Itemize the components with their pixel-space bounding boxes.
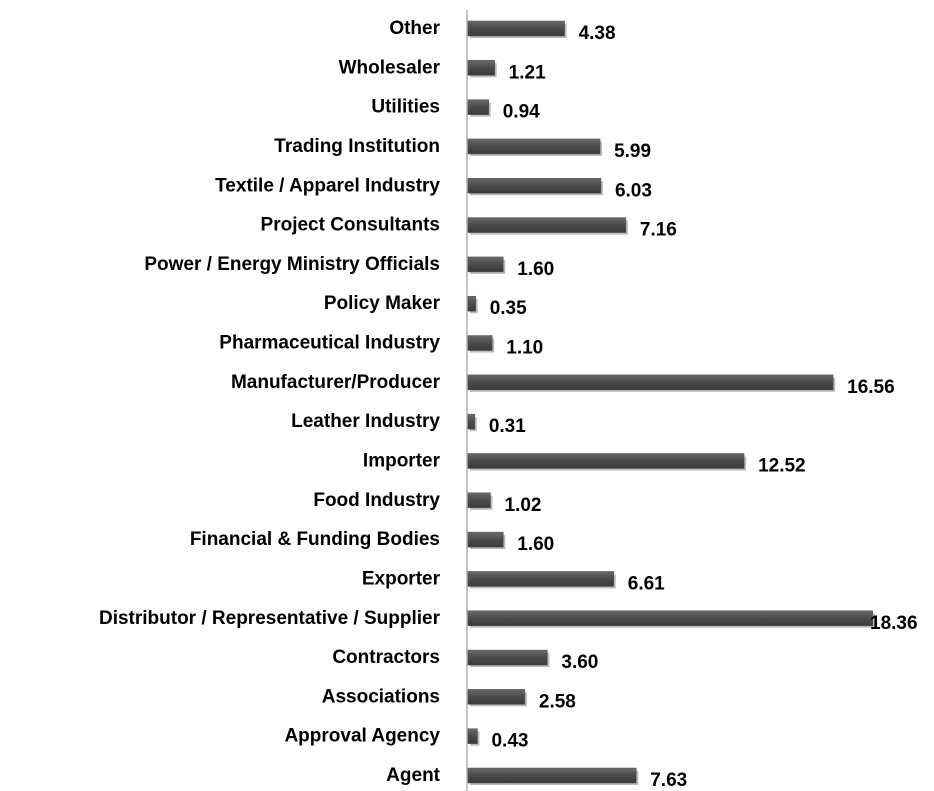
value-label: 1.02 — [504, 495, 541, 516]
value-label: 12.52 — [758, 455, 806, 476]
category-label: Manufacturer/Producer — [231, 372, 441, 393]
category-label: Approval Agency — [284, 726, 440, 747]
bar — [467, 217, 627, 233]
category-label: Trading Institution — [274, 136, 440, 157]
category-label: Wholesaler — [339, 57, 441, 78]
value-label: 3.60 — [561, 652, 598, 673]
bar — [467, 610, 874, 626]
category-label: Project Consultants — [261, 215, 440, 236]
category-label: Utilities — [371, 97, 440, 118]
bar — [467, 728, 478, 744]
value-label: 6.03 — [615, 180, 652, 201]
value-label: 6.61 — [628, 573, 665, 594]
value-label: 1.21 — [509, 62, 546, 83]
bar — [467, 649, 548, 666]
category-label: Exporter — [362, 568, 441, 589]
bar — [467, 689, 526, 705]
value-label: 0.43 — [491, 731, 528, 752]
value-label: 1.60 — [517, 259, 554, 280]
category-label: Importer — [363, 450, 441, 471]
category-label: Leather Industry — [291, 411, 440, 432]
category-label: Policy Maker — [324, 293, 441, 314]
value-label: 5.99 — [614, 141, 651, 162]
value-label: 1.10 — [506, 338, 543, 359]
value-label: 4.38 — [579, 23, 616, 44]
bar — [467, 99, 489, 115]
bar — [467, 374, 834, 391]
value-label: 16.56 — [847, 377, 895, 398]
value-label: 1.60 — [517, 534, 554, 555]
category-label: Pharmaceutical Industry — [219, 333, 440, 354]
value-label: 18.36 — [870, 613, 918, 634]
bar — [467, 256, 504, 273]
bar — [467, 20, 565, 37]
bar — [467, 413, 476, 430]
bar — [467, 335, 493, 351]
category-label: Associations — [322, 686, 440, 707]
bar — [467, 767, 637, 784]
bar — [467, 60, 495, 76]
value-label: 2.58 — [539, 691, 576, 712]
bar — [467, 531, 504, 548]
category-label: Distributor / Representative / Supplier — [99, 608, 441, 629]
bar — [467, 138, 601, 155]
value-label: 0.94 — [503, 102, 540, 123]
bar — [467, 453, 745, 469]
value-label: 0.35 — [490, 298, 527, 319]
category-label: Textile / Apparel Industry — [215, 175, 440, 196]
category-label: Power / Energy Ministry Officials — [144, 254, 440, 275]
category-label: Agent — [386, 765, 441, 786]
value-label: 7.16 — [640, 220, 677, 241]
bar — [467, 178, 602, 194]
category-label: Food Industry — [313, 490, 440, 511]
bar — [467, 571, 615, 587]
category-label: Financial & Funding Bodies — [190, 529, 440, 550]
value-label: 7.63 — [650, 770, 687, 791]
bar — [467, 492, 491, 509]
category-label: Contractors — [332, 647, 440, 668]
value-label: 0.31 — [489, 416, 526, 437]
bar — [467, 295, 476, 312]
category-label: Other — [389, 18, 440, 39]
